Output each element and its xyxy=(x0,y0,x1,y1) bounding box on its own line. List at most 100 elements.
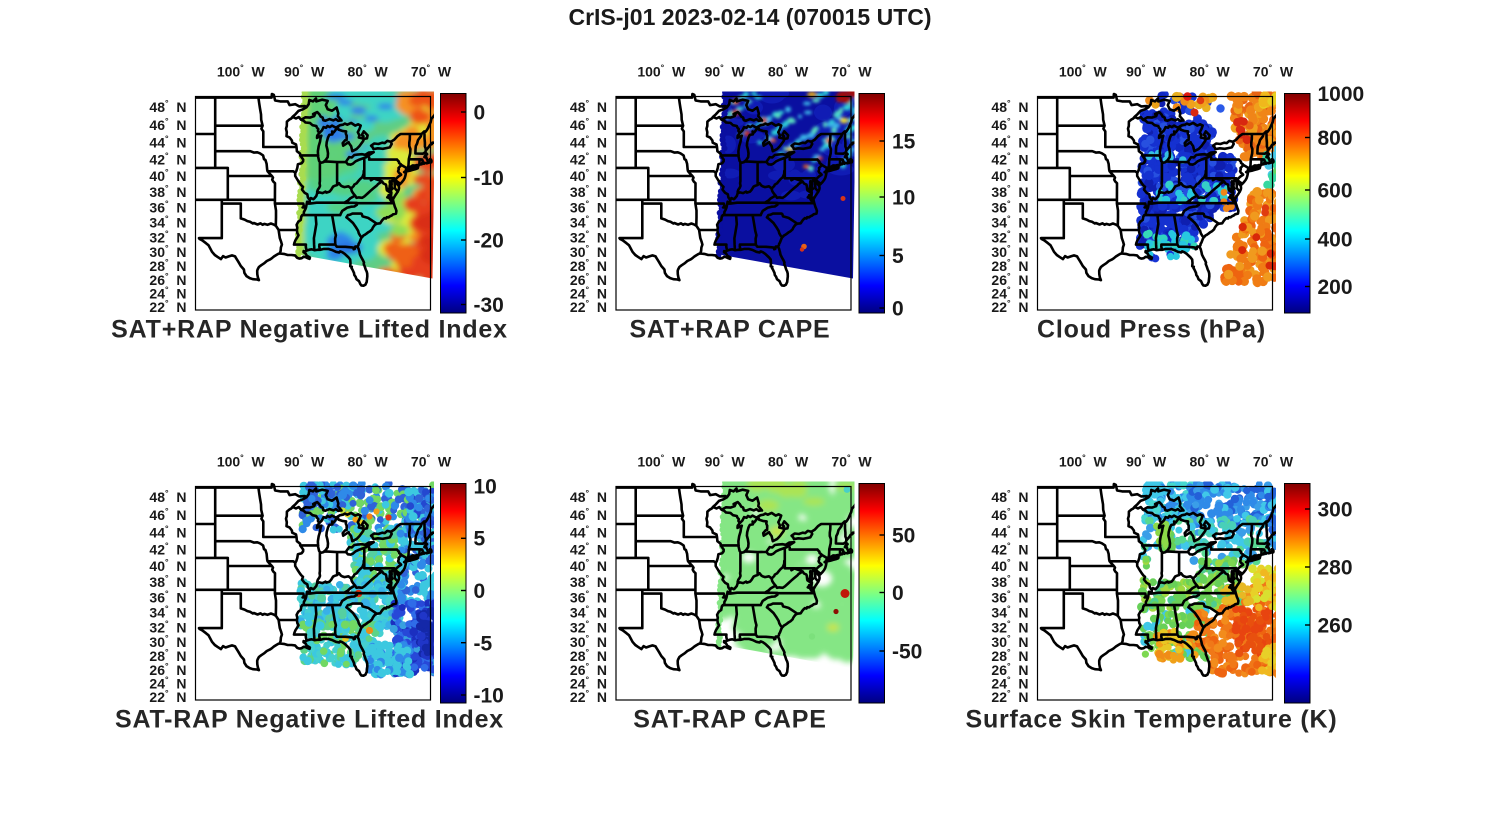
svg-text:28° N: 28° N xyxy=(149,257,186,274)
svg-text:40° N: 40° N xyxy=(570,557,607,574)
svg-text:40° N: 40° N xyxy=(149,557,186,574)
svg-text:46° N: 46° N xyxy=(570,116,607,133)
svg-text:-50: -50 xyxy=(892,641,922,664)
svg-text:-10: -10 xyxy=(474,167,504,190)
svg-text:80° W: 80° W xyxy=(1190,63,1231,80)
svg-text:42° N: 42° N xyxy=(570,151,607,168)
svg-text:44° N: 44° N xyxy=(991,134,1028,151)
svg-text:42° N: 42° N xyxy=(149,541,186,558)
svg-text:-20: -20 xyxy=(474,230,504,253)
svg-text:46° N: 46° N xyxy=(570,506,607,523)
svg-text:22° N: 22° N xyxy=(570,298,607,315)
svg-text:SAT-RAP Negative Lifted Index: SAT-RAP Negative Lifted Index xyxy=(115,706,504,734)
svg-text:100° W: 100° W xyxy=(1059,63,1108,80)
svg-text:30° N: 30° N xyxy=(570,633,607,650)
svg-text:42° N: 42° N xyxy=(570,541,607,558)
svg-text:44° N: 44° N xyxy=(149,524,186,541)
svg-text:28° N: 28° N xyxy=(991,257,1028,274)
svg-text:80° W: 80° W xyxy=(768,453,809,470)
svg-text:38° N: 38° N xyxy=(570,183,607,200)
svg-text:36° N: 36° N xyxy=(570,589,607,606)
svg-text:90° W: 90° W xyxy=(284,63,325,80)
svg-text:50: 50 xyxy=(892,525,915,548)
svg-text:26° N: 26° N xyxy=(149,661,186,678)
svg-text:48° N: 48° N xyxy=(570,488,607,505)
svg-text:24° N: 24° N xyxy=(570,285,607,302)
svg-text:34° N: 34° N xyxy=(991,214,1028,231)
svg-text:24° N: 24° N xyxy=(570,675,607,692)
svg-text:90° W: 90° W xyxy=(705,453,746,470)
svg-text:80° W: 80° W xyxy=(768,63,809,80)
svg-text:90° W: 90° W xyxy=(705,63,746,80)
svg-text:0: 0 xyxy=(892,298,904,321)
svg-text:0: 0 xyxy=(474,102,486,125)
svg-text:24° N: 24° N xyxy=(149,285,186,302)
svg-text:30° N: 30° N xyxy=(991,243,1028,260)
svg-text:36° N: 36° N xyxy=(149,199,186,216)
svg-text:70° W: 70° W xyxy=(411,63,452,80)
svg-text:15: 15 xyxy=(892,131,916,154)
svg-text:100° W: 100° W xyxy=(217,63,266,80)
svg-text:32° N: 32° N xyxy=(149,228,186,245)
svg-text:44° N: 44° N xyxy=(149,134,186,151)
svg-text:28° N: 28° N xyxy=(570,647,607,664)
svg-text:30° N: 30° N xyxy=(570,243,607,260)
svg-text:32° N: 32° N xyxy=(149,618,186,635)
svg-text:100° W: 100° W xyxy=(637,453,686,470)
svg-text:32° N: 32° N xyxy=(570,228,607,245)
svg-text:28° N: 28° N xyxy=(570,257,607,274)
svg-text:5: 5 xyxy=(892,245,904,268)
svg-text:100° W: 100° W xyxy=(637,63,686,80)
svg-text:34° N: 34° N xyxy=(149,604,186,621)
svg-text:26° N: 26° N xyxy=(570,271,607,288)
svg-text:SAT+RAP CAPE: SAT+RAP CAPE xyxy=(629,316,830,344)
svg-text:SAT+RAP Negative Lifted Index: SAT+RAP Negative Lifted Index xyxy=(111,316,508,344)
svg-text:44° N: 44° N xyxy=(570,524,607,541)
svg-text:600: 600 xyxy=(1318,180,1353,203)
svg-text:38° N: 38° N xyxy=(149,183,186,200)
svg-text:22° N: 22° N xyxy=(149,688,186,705)
svg-text:36° N: 36° N xyxy=(149,589,186,606)
svg-text:40° N: 40° N xyxy=(570,167,607,184)
svg-text:38° N: 38° N xyxy=(991,183,1028,200)
svg-text:40° N: 40° N xyxy=(991,167,1028,184)
svg-text:24° N: 24° N xyxy=(149,675,186,692)
svg-text:34° N: 34° N xyxy=(570,214,607,231)
svg-text:0: 0 xyxy=(892,582,904,605)
svg-text:70° W: 70° W xyxy=(1253,63,1294,80)
svg-text:26° N: 26° N xyxy=(991,271,1028,288)
svg-text:Cloud Press (hPa): Cloud Press (hPa) xyxy=(1037,316,1266,344)
svg-text:10: 10 xyxy=(474,476,497,499)
svg-text:36° N: 36° N xyxy=(991,199,1028,216)
svg-text:48° N: 48° N xyxy=(570,98,607,115)
svg-text:46° N: 46° N xyxy=(149,506,186,523)
svg-text:400: 400 xyxy=(1318,229,1353,252)
svg-text:48° N: 48° N xyxy=(991,98,1028,115)
svg-text:46° N: 46° N xyxy=(149,116,186,133)
svg-text:CrIS-j01 2023-02-14 (070015 UT: CrIS-j01 2023-02-14 (070015 UTC) xyxy=(568,4,931,30)
svg-text:-10: -10 xyxy=(474,685,504,708)
svg-text:38° N: 38° N xyxy=(149,573,186,590)
svg-text:0: 0 xyxy=(474,580,486,603)
svg-text:10: 10 xyxy=(892,187,915,210)
svg-text:30° N: 30° N xyxy=(149,633,186,650)
svg-text:90° W: 90° W xyxy=(1126,63,1167,80)
svg-text:800: 800 xyxy=(1318,127,1353,150)
svg-text:48° N: 48° N xyxy=(149,98,186,115)
svg-text:80° W: 80° W xyxy=(348,453,389,470)
svg-text:90° W: 90° W xyxy=(284,453,325,470)
svg-text:-5: -5 xyxy=(474,632,493,655)
svg-text:38° N: 38° N xyxy=(570,573,607,590)
svg-text:200: 200 xyxy=(1318,276,1353,299)
svg-text:22° N: 22° N xyxy=(570,688,607,705)
svg-text:30° N: 30° N xyxy=(149,243,186,260)
svg-text:22° N: 22° N xyxy=(991,298,1028,315)
svg-text:70° W: 70° W xyxy=(411,453,452,470)
svg-text:24° N: 24° N xyxy=(991,285,1028,302)
svg-text:22° N: 22° N xyxy=(149,298,186,315)
svg-text:42° N: 42° N xyxy=(991,151,1028,168)
svg-text:100° W: 100° W xyxy=(217,453,266,470)
svg-text:44° N: 44° N xyxy=(570,134,607,151)
svg-text:1000: 1000 xyxy=(1318,83,1365,106)
svg-text:5: 5 xyxy=(474,528,486,551)
